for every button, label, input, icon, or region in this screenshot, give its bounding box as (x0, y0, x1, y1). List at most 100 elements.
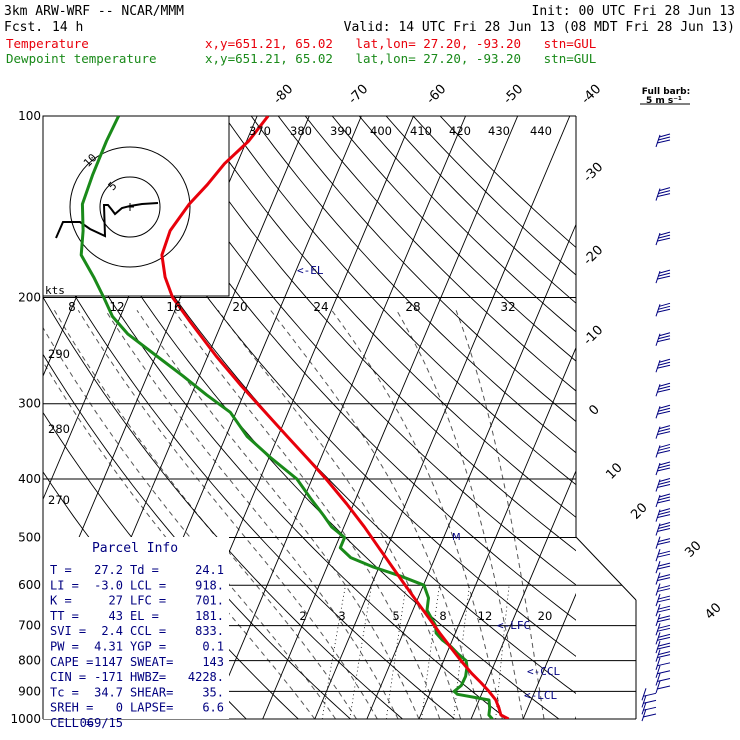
wind-barb (655, 404, 671, 419)
mixing-ratio-label: 3 (338, 609, 345, 623)
parcel-info-cell: 24.1 (195, 563, 224, 577)
dry-adiabat (223, 116, 576, 486)
moist-adiabat (396, 310, 524, 719)
legend-temperature: Temperature (6, 36, 89, 51)
hodograph-speed-tick: 24 (313, 300, 328, 314)
wind-barb (655, 613, 671, 627)
el-marker: <-EL (297, 264, 324, 277)
parcel-info-cell: CCL = (130, 624, 166, 638)
hodograph-speed-tick: 8 (68, 300, 76, 314)
pressure-label-900: 900 (18, 684, 41, 698)
lcl-marker: <-LCL (524, 689, 557, 702)
wind-barb (655, 332, 671, 346)
isotherm (627, 116, 740, 719)
mixing-ratio-label: 20 (538, 609, 553, 623)
parcel-info-cell: 701. (195, 594, 224, 608)
dry-adiabat (358, 116, 576, 333)
mixing-ratio-label: 12 (478, 609, 493, 623)
hodograph-units: kts (45, 284, 65, 297)
theta-label: 420 (449, 124, 471, 138)
wind-barb (655, 604, 671, 617)
wind-barb (655, 536, 671, 549)
isotherm-label: 0 (586, 402, 602, 418)
parcel-info-cell: CIN = (50, 670, 86, 684)
wind-barb (655, 593, 671, 607)
theta-label: 430 (488, 124, 510, 138)
isotherm (314, 116, 571, 719)
barb-key-title: Full barb: (642, 87, 690, 97)
pressure-label-700: 700 (18, 619, 41, 633)
pressure-label-1000: 1000 (10, 712, 41, 726)
wind-barb (641, 688, 657, 701)
isotherm (262, 116, 519, 719)
mixing-ratio-line (385, 585, 407, 719)
parcel-info-box (43, 537, 229, 719)
isotherm-label: -50 (501, 82, 527, 108)
moist-adiabat (455, 310, 545, 719)
isotherm-label: -10 (581, 323, 607, 349)
dry-adiabat (277, 116, 576, 423)
wind-barb (655, 522, 671, 536)
parcel-info-cell: 2.4 (101, 624, 123, 638)
parcel-info-cell: CELL = (50, 716, 93, 730)
moist-adiabat (53, 310, 357, 719)
wind-barb (655, 493, 671, 508)
wind-barb (655, 382, 671, 397)
parcel-info-cell: TT = (50, 609, 79, 623)
wind-barb (655, 649, 671, 662)
wind-barb (655, 461, 671, 476)
moist-adiabat (105, 310, 399, 719)
legend-temperature-coords: x,y=651.21, 65.02 lat,lon= 27.20, -93.20… (205, 36, 596, 51)
mixing-ratio-line (349, 585, 372, 719)
wind-barb (655, 302, 671, 317)
legend-dewpoint-coords: x,y=651.21, 65.02 lat,lon= 27.20, -93.20… (205, 51, 596, 66)
wind-barb (655, 680, 671, 694)
isotherm-label: 30 (682, 538, 704, 560)
theta-label-left: 290 (48, 347, 70, 361)
hodograph-ring-outer (69, 146, 191, 268)
wind-barb (655, 425, 671, 439)
isotherm-label: -30 (581, 160, 607, 186)
forecast-label: Fcst. (4, 20, 43, 35)
hodograph-trace (55, 202, 159, 239)
parcel-info-cell: PW = (50, 640, 79, 654)
hodograph-ring-inner (99, 176, 161, 238)
parcel-info-cell: CAPE = (50, 655, 93, 669)
parcel-info-cell: 4.31 (94, 640, 123, 654)
parcel-info-cell: SWEAT= (130, 655, 173, 669)
parcel-info-cell: 6.6 (202, 701, 224, 715)
parcel-info-cell: 4228. (188, 670, 224, 684)
barb-key-value: 5 m s⁻¹ (646, 96, 682, 106)
wind-barb (655, 560, 671, 574)
parcel-info-cell: 0 (116, 701, 123, 715)
legend-dewpoint: Dewpoint temperature (6, 51, 157, 66)
parcel-info-cell: 34.7 (94, 685, 123, 699)
dry-adiabat (385, 116, 576, 304)
wind-barb (655, 443, 671, 458)
forecast-hour: 14 h (52, 20, 83, 35)
parcel-info-cell: YGP = (130, 640, 166, 654)
wind-barb (655, 583, 671, 596)
isotherm (470, 469, 576, 719)
wind-barb (655, 358, 671, 373)
parcel-info-cell: Tc = (50, 685, 79, 699)
theta-label: 400 (370, 124, 392, 138)
wind-barb (655, 640, 671, 654)
theta-label: 410 (410, 124, 432, 138)
isotherm-label: -60 (424, 82, 450, 108)
moist-adiabat (136, 310, 420, 719)
isotherm (522, 592, 576, 719)
valid-time: Valid: 14 UTC Fri 28 Jun 13 (08 MDT Fri … (344, 20, 735, 35)
parcel-info-cell: LAPSE= (130, 701, 173, 715)
parcel-info-cell: LI = (50, 578, 79, 592)
parcel-info-title: Parcel Info (92, 541, 178, 556)
wind-barb (641, 695, 657, 708)
isotherm (366, 223, 576, 719)
parcel-info-cell: 069/15 (80, 716, 123, 730)
theta-label: 380 (290, 124, 312, 138)
parcel-info-cell: 0.1 (202, 640, 224, 654)
dry-adiabat (43, 353, 352, 719)
wind-barb (655, 657, 671, 670)
mixing-ratio-label: 5 (392, 609, 399, 623)
dewpoint-profile (79, 116, 494, 719)
